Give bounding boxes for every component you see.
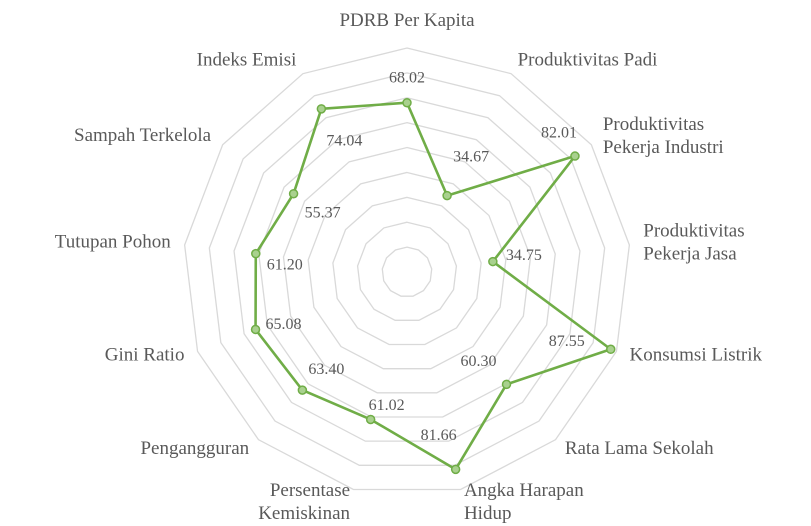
category-label: Rata Lama Sekolah <box>565 439 714 460</box>
category-label-line: Gini Ratio <box>105 345 185 366</box>
data-point <box>442 190 452 201</box>
category-label: PDRB Per Kapita <box>339 10 475 31</box>
category-label-line: Konsumsi Listrik <box>630 345 763 366</box>
category-label-line: Pengangguran <box>140 439 249 460</box>
data-label: 61.20 <box>267 256 303 273</box>
category-label-line: Produktivitas <box>603 114 704 135</box>
data-label: 55.37 <box>305 204 341 221</box>
data-label: 82.01 <box>541 125 577 142</box>
data-point <box>297 385 308 395</box>
data-label: 74.04 <box>326 133 362 150</box>
category-label: Sampah Terkelola <box>74 125 212 146</box>
grid-ring <box>307 171 507 370</box>
data-label: 68.02 <box>389 69 425 86</box>
category-label: Tutupan Pohon <box>55 232 171 253</box>
data-point <box>488 256 498 267</box>
grid-ring <box>356 221 458 321</box>
data-point <box>605 344 616 355</box>
data-label: 65.08 <box>266 316 302 333</box>
grid-ring <box>183 47 631 491</box>
category-label: Gini Ratio <box>105 345 185 366</box>
grid-ring <box>381 246 433 297</box>
data-label: 63.40 <box>308 361 344 378</box>
data-point <box>402 97 412 108</box>
category-label-line: Tutupan Pohon <box>55 232 171 253</box>
category-label-line: Pekerja Industri <box>603 137 724 158</box>
category-label-line: Pekerja Jasa <box>643 244 737 265</box>
data-point <box>570 151 580 161</box>
category-label: Konsumsi Listrik <box>630 345 763 366</box>
category-label: Persentase Kemiskinan <box>258 480 350 524</box>
category-label-line: Produktivitas Padi <box>518 50 658 71</box>
data-point <box>251 248 261 259</box>
category-label: Pengangguran <box>140 439 249 460</box>
category-label-line: Kemiskinan <box>258 503 350 524</box>
category-label: Angka Harapan Hidup <box>464 480 584 524</box>
data-label: 60.30 <box>461 353 497 370</box>
data-point <box>316 104 327 114</box>
category-label-line: Persentase <box>270 480 350 501</box>
series-line <box>254 101 613 471</box>
grid-ring <box>282 146 532 394</box>
data-point <box>501 379 512 390</box>
category-label: Indeks Emisi <box>197 50 297 71</box>
data-label: 81.66 <box>421 427 457 444</box>
category-label-line: Hidup <box>464 503 512 524</box>
category-label-line: Rata Lama Sekolah <box>565 439 714 460</box>
data-point <box>288 188 299 199</box>
data-label: 61.02 <box>369 397 405 414</box>
category-label-line: Angka Harapan <box>464 480 584 501</box>
category-label: Produktivitas Padi <box>518 50 658 71</box>
category-label: Produktivitas Pekerja Jasa <box>643 221 744 265</box>
category-label-line: Sampah Terkelola <box>74 125 212 146</box>
data-label: 34.75 <box>506 247 542 264</box>
data-label: 34.67 <box>453 148 489 165</box>
category-label-line: PDRB Per Kapita <box>339 10 475 31</box>
grid-ring <box>332 196 482 346</box>
grid-ring <box>258 121 556 418</box>
data-label: 87.55 <box>549 333 585 350</box>
data-point <box>450 464 461 475</box>
category-label: Produktivitas Pekerja Industri <box>603 114 724 158</box>
category-label-line: Produktivitas <box>643 221 744 242</box>
category-label-line: Indeks Emisi <box>197 50 297 71</box>
grid-ring <box>208 72 606 466</box>
data-point <box>365 414 376 425</box>
data-point <box>250 324 261 335</box>
